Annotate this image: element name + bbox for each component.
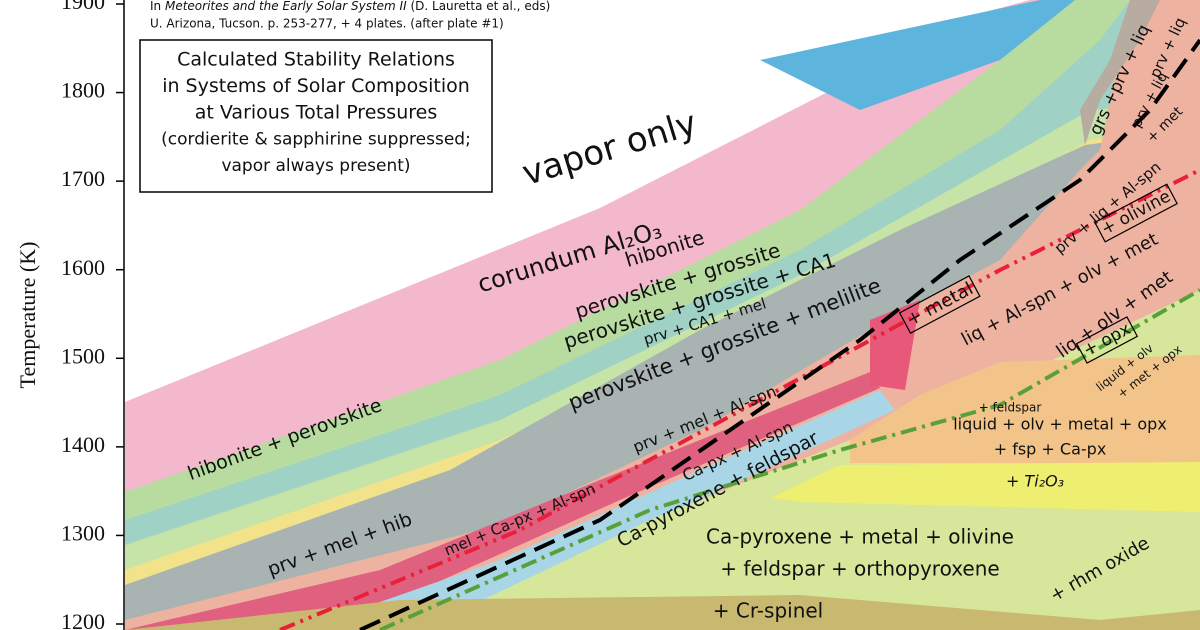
- title-line: at Various Total Pressures: [195, 102, 437, 124]
- region-label: + feldspar: [979, 401, 1042, 415]
- boundary-line: [359, 38, 1200, 630]
- annotation: + feldspar + orthopyroxene: [720, 557, 999, 581]
- citation-prefix: In: [150, 0, 161, 13]
- region: [300, 390, 895, 630]
- regions: [125, 0, 1200, 630]
- y-tick-label: 1400: [61, 432, 105, 457]
- region: [125, 595, 1200, 630]
- region-label: liquid + olv + metal + opx: [953, 415, 1167, 434]
- title-line: vapor always present): [221, 156, 410, 176]
- y-tick-label: 1200: [61, 609, 105, 630]
- y-axis-label: Temperature (K): [15, 242, 40, 389]
- title-line: Calculated Stability Relations: [177, 49, 455, 71]
- region-label: + fsp + Ca-px: [994, 440, 1107, 459]
- label-box: [1094, 183, 1178, 243]
- citation-journal: Meteorites and the Early Solar System II: [165, 0, 407, 13]
- boundary-lines: [279, 38, 1200, 630]
- region-label: Ca-pyroxene + metal + olivine: [706, 525, 1014, 549]
- annotation: + feldspar: [979, 401, 1042, 415]
- region: [760, 0, 1075, 110]
- citation: In Meteorites and the Early Solar System…: [150, 0, 550, 13]
- label-box: [898, 275, 981, 334]
- region-label: + Cr-spinel: [713, 599, 823, 623]
- y-tick-label: 1800: [61, 78, 105, 103]
- y-tick-label: 1900: [61, 0, 105, 14]
- region: [1080, 0, 1160, 145]
- annotation: + Cr-spinel: [713, 599, 823, 623]
- y-tick-label: 1300: [61, 520, 105, 545]
- y-tick-label: 1600: [61, 255, 105, 280]
- annotation: Ca-pyroxene + metal + olivine: [706, 525, 1014, 549]
- title-line: (cordierite & sapphirine suppressed;: [161, 130, 471, 150]
- annotation: liquid + olv + metal + opx: [953, 415, 1167, 434]
- title-line: in Systems of Solar Composition: [162, 75, 470, 97]
- region: [850, 355, 1200, 463]
- region-label: + Ti₂O₃: [1006, 472, 1064, 491]
- region: [770, 462, 1200, 512]
- citation-publisher: U. Arizona, Tucson. p. 253-277, + 4 plat…: [150, 17, 504, 31]
- region-label: + feldspar + orthopyroxene: [720, 557, 999, 581]
- annotation: + fsp + Ca-px: [994, 440, 1107, 459]
- title-box: [139, 39, 493, 193]
- label-box: [1075, 316, 1139, 364]
- annotation: + Ti₂O₃: [1006, 472, 1064, 491]
- citation-editors: (D. Lauretta et al., eds): [410, 0, 550, 13]
- y-tick-label: 1500: [61, 343, 105, 368]
- region: [420, 290, 1200, 630]
- boundary-line: [279, 168, 1200, 630]
- y-tick-label: 1700: [61, 166, 105, 191]
- boundary-line: [379, 288, 1200, 630]
